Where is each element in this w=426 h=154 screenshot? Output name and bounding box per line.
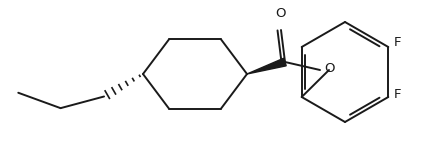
Text: O: O (324, 63, 334, 75)
Text: O: O (275, 7, 285, 20)
Text: F: F (393, 89, 401, 101)
Polygon shape (247, 58, 286, 74)
Text: F: F (393, 36, 401, 49)
